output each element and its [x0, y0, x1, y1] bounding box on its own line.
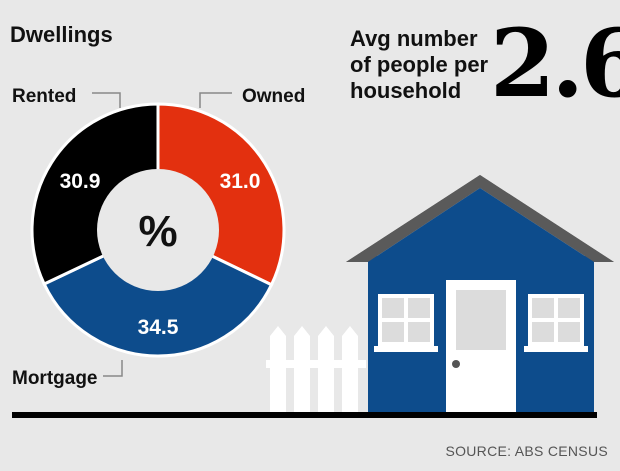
avg-people-label: Avg number of people per household: [350, 26, 489, 103]
window-right-icon: [524, 294, 588, 352]
donut-hole: [97, 169, 219, 291]
ground-line: [12, 412, 597, 418]
source-credit: SOURCE: ABS CENSUS: [445, 443, 608, 459]
slice-value-owned: 31.0: [220, 170, 261, 193]
door-icon: [446, 280, 516, 416]
donut-slice-mortgage: [42, 228, 274, 358]
leader-line-mortgage: [103, 360, 123, 377]
leader-line-rented: [92, 92, 121, 108]
window-left-icon: [374, 294, 438, 352]
avg-people-value: 2.6: [490, 9, 620, 119]
house-icon: [346, 175, 614, 416]
chart-title: Dwellings: [10, 22, 113, 47]
slice-label-owned: Owned: [242, 86, 305, 107]
center-percent-label: %: [138, 207, 177, 256]
slice-value-mortgage: 34.5: [138, 316, 179, 339]
slice-value-rented: 30.9: [60, 170, 101, 193]
slice-label-mortgage: Mortgage: [12, 368, 98, 389]
picket-fence-icon: [266, 326, 366, 412]
leader-line-owned: [199, 92, 232, 108]
slice-label-rented: Rented: [12, 86, 76, 107]
